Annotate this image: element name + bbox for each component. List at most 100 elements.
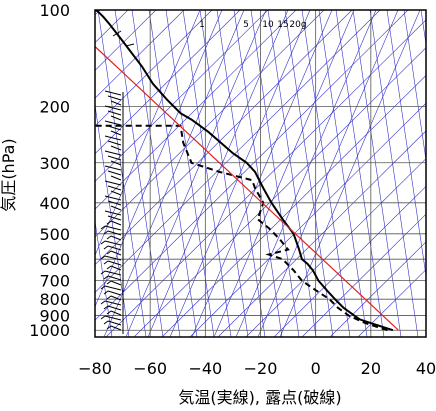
x-tick-label: −60 <box>133 359 167 378</box>
wind-barb <box>110 115 122 121</box>
shallow-adiabat-line <box>95 10 297 210</box>
wind-barb <box>107 140 122 146</box>
wind-barb-flag <box>106 220 112 225</box>
wind-barb-flag <box>100 315 106 320</box>
reference-line <box>95 46 399 331</box>
wind-barb <box>107 110 122 116</box>
mixing-ratio-line <box>257 10 399 337</box>
steep-adiabat-line <box>114 10 164 337</box>
wind-barb <box>110 175 122 181</box>
wind-barb <box>107 95 122 101</box>
wind-barb <box>110 235 122 241</box>
wind-barb <box>110 100 122 106</box>
shallow-adiabat-line <box>95 10 409 321</box>
wind-barb <box>104 120 122 126</box>
shallow-adiabat-line <box>95 10 325 238</box>
wind-barb <box>104 135 122 141</box>
y-tick-label: 400 <box>39 194 70 213</box>
wind-barb <box>104 285 122 291</box>
shallow-adiabat-line <box>301 213 426 337</box>
mixing-ratio-line <box>103 10 245 337</box>
x-tick-labels: −80 −60 −40 −20 0 20 40 <box>78 359 436 378</box>
wind-barb <box>107 215 122 221</box>
shallow-adiabat-line <box>273 185 426 337</box>
wind-barb <box>110 325 122 331</box>
shallow-adiabat-line <box>133 47 426 337</box>
shallow-adiabat-line <box>95 10 269 182</box>
wind-barb-flag <box>100 225 106 230</box>
shallow-adiabat-line <box>189 102 426 337</box>
steep-adiabat-line <box>216 10 266 337</box>
wind-barb <box>104 90 122 96</box>
wind-barb-flag <box>100 240 106 245</box>
mixing-ratio-label: 15 <box>277 20 288 30</box>
wind-barb <box>107 200 122 206</box>
wind-barb-flag <box>103 305 109 310</box>
shallow-adiabat-line <box>357 269 426 337</box>
wind-barb-flag <box>100 300 106 305</box>
wind-barb <box>107 185 122 191</box>
wind-barb <box>104 315 122 321</box>
steep-adiabat-line <box>97 10 147 337</box>
wind-barb <box>110 220 122 226</box>
wind-barb <box>104 300 122 306</box>
wind-barb <box>110 160 122 166</box>
mixing-ratio-line <box>235 10 377 337</box>
shallow-adiabat-line <box>95 10 157 71</box>
x-axis-title: 気温(実線), 露点(破線) <box>178 388 341 407</box>
steep-adiabat-line <box>199 10 249 337</box>
wind-barb-flag <box>103 245 109 250</box>
wind-barb <box>104 105 122 111</box>
shallow-adiabat-line <box>95 10 241 155</box>
wind-barb <box>107 260 122 266</box>
steep-adiabat-line <box>95 219 113 337</box>
wind-barb <box>104 210 122 216</box>
mixing-ratio-line <box>279 10 421 337</box>
shallow-adiabat-line <box>217 130 426 337</box>
plot-frame <box>94 9 427 338</box>
wind-barb <box>107 170 122 176</box>
wind-barbs <box>100 30 135 334</box>
y-axis-title: 気圧(hPa) <box>0 138 18 211</box>
wind-barb-flag <box>100 255 106 260</box>
dewpoint-line <box>95 124 388 332</box>
shallow-adiabat-line <box>161 74 426 337</box>
wind-barb-flag <box>103 275 109 280</box>
wind-barb <box>110 280 122 286</box>
wind-barb <box>104 255 122 261</box>
y-tick-label: 1000 <box>29 321 70 340</box>
wind-barb-flag <box>103 260 109 265</box>
wind-barb <box>107 155 122 161</box>
shallow-adiabat-line <box>95 10 185 99</box>
wind-barb-flag <box>106 265 112 270</box>
wind-barb-flag <box>106 250 112 255</box>
steep-adiabat-line <box>420 10 426 47</box>
wind-barb <box>107 320 122 326</box>
shallow-adiabat-line <box>329 241 426 337</box>
shallow-adiabat-line <box>95 10 353 266</box>
wind-barb <box>107 275 122 281</box>
wind-barb <box>110 205 122 211</box>
steep-adiabat-line <box>318 10 368 337</box>
mixing-ratio-line <box>95 10 223 308</box>
mixing-ratio-line <box>169 10 311 337</box>
sounding-lines <box>95 10 399 332</box>
wind-barb <box>107 230 122 236</box>
x-tick-label: −40 <box>188 359 222 378</box>
x-tick-label: −80 <box>78 359 112 378</box>
wind-barb <box>110 130 122 136</box>
wind-barb <box>110 250 122 256</box>
y-tick-label: 600 <box>39 250 70 269</box>
wind-barb <box>104 240 122 246</box>
wind-barb <box>110 265 122 271</box>
wind-barb <box>104 195 122 201</box>
wind-barb-flag <box>106 280 112 285</box>
steep-adiabat-line <box>284 10 334 337</box>
wind-barb <box>107 245 122 251</box>
grid-lines <box>94 9 427 337</box>
wind-barb <box>104 225 122 231</box>
wind-barb <box>110 145 122 151</box>
steep-adiabat-line <box>250 10 300 337</box>
wind-barb <box>104 150 122 156</box>
